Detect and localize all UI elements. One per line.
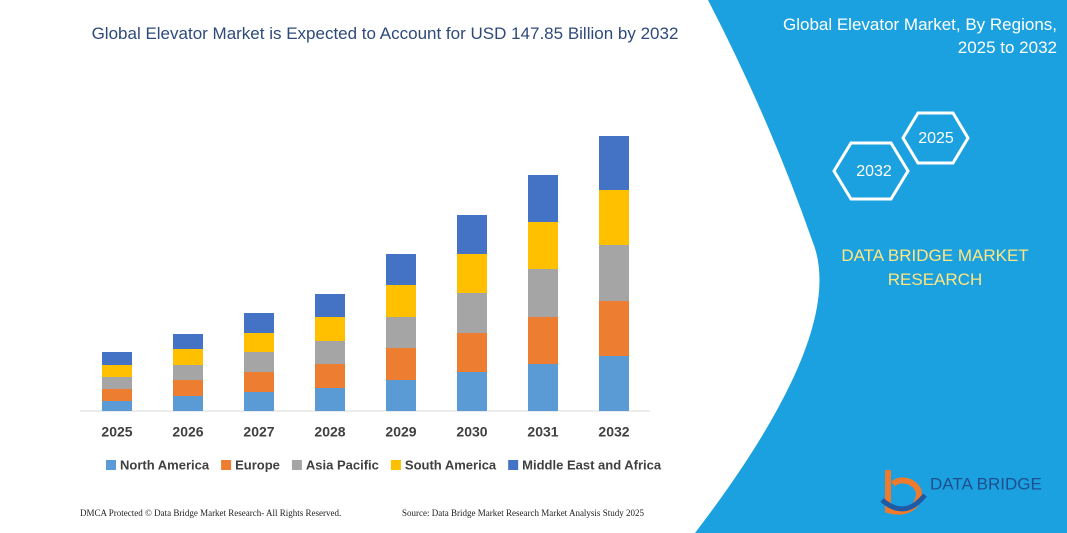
bar-segment: [457, 372, 487, 411]
bar-segment: [457, 215, 487, 254]
bar-segment: [244, 333, 274, 352]
bar-segment: [386, 317, 416, 348]
bar-segment: [102, 377, 132, 389]
bar-segment: [599, 245, 629, 301]
bar-segment: [599, 301, 629, 356]
bar-segment: [102, 352, 132, 365]
x-tick-label: 2029: [385, 424, 416, 440]
bar-segment: [315, 294, 345, 317]
bar-segment: [315, 388, 345, 411]
bar-segment: [528, 269, 558, 317]
bar-segment: [457, 333, 487, 372]
bar-segment: [386, 348, 416, 380]
hexagon: [832, 141, 910, 201]
legend-swatch: [106, 460, 116, 470]
bar-segment: [315, 341, 345, 364]
bar-segment: [244, 313, 274, 333]
bar-segment: [528, 364, 558, 411]
footer-right: Source: Data Bridge Market Research Mark…: [402, 508, 644, 518]
logo-mark: [880, 470, 927, 515]
brand: DATA BRIDGE MARKET RESEARCH: [841, 246, 1029, 289]
bar-segment: [102, 401, 132, 411]
x-tick-label: 2030: [456, 424, 487, 440]
bar-segment: [173, 365, 203, 380]
legend-label: Middle East and Africa: [522, 457, 662, 472]
x-tick-label: 2026: [172, 424, 203, 440]
hex-label: 2032: [856, 163, 892, 180]
x-tick-label: 2032: [598, 424, 629, 440]
hex-label: 2025: [918, 130, 954, 147]
blue-panel: [695, 0, 1067, 533]
legend-swatch: [508, 460, 519, 470]
bar-segment: [599, 356, 629, 411]
bar-segment: [244, 352, 274, 372]
legend-swatch: [221, 460, 232, 470]
legend-label: Europe: [235, 457, 280, 472]
bar-segment: [528, 317, 558, 364]
bar-segment: [315, 364, 345, 388]
bar-segment: [599, 136, 629, 190]
bar-segment: [173, 396, 203, 411]
bar-segment: [386, 380, 416, 411]
bar-segment: [173, 380, 203, 396]
bar-segment: [528, 175, 558, 222]
logo-text: DATA BRIDGE: [930, 474, 1042, 493]
legend-label: South America: [405, 457, 497, 472]
bar-segment: [457, 293, 487, 333]
bar-segment: [457, 254, 487, 293]
bar-segment: [528, 222, 558, 269]
x-tick-label: 2027: [243, 424, 274, 440]
hexagon: [901, 111, 970, 165]
footer-left: DMCA Protected © Data Bridge Market Rese…: [80, 508, 341, 518]
x-tick-label: 2025: [101, 424, 132, 440]
bar-segment: [102, 389, 132, 401]
bar-segment: [102, 365, 132, 377]
legend-label: North America: [120, 457, 210, 472]
bar-segment: [173, 334, 203, 349]
chart-title: Global Elevator Market is Expected to Ac…: [91, 24, 679, 43]
legend-swatch: [291, 460, 302, 470]
bar-segment: [244, 392, 274, 411]
panel-title: Global Elevator Market, By Regions, 2025…: [782, 15, 1057, 57]
bar-segment: [173, 349, 203, 365]
bar-segment: [386, 285, 416, 317]
legend-swatch: [390, 460, 401, 470]
bar-segment: [315, 317, 345, 341]
bar-segment: [244, 372, 274, 392]
legend-label: Asia Pacific: [306, 457, 379, 472]
bar-segment: [599, 190, 629, 245]
x-tick-label: 2028: [314, 424, 345, 440]
x-tick-label: 2031: [527, 424, 558, 440]
bar-segment: [386, 254, 416, 285]
